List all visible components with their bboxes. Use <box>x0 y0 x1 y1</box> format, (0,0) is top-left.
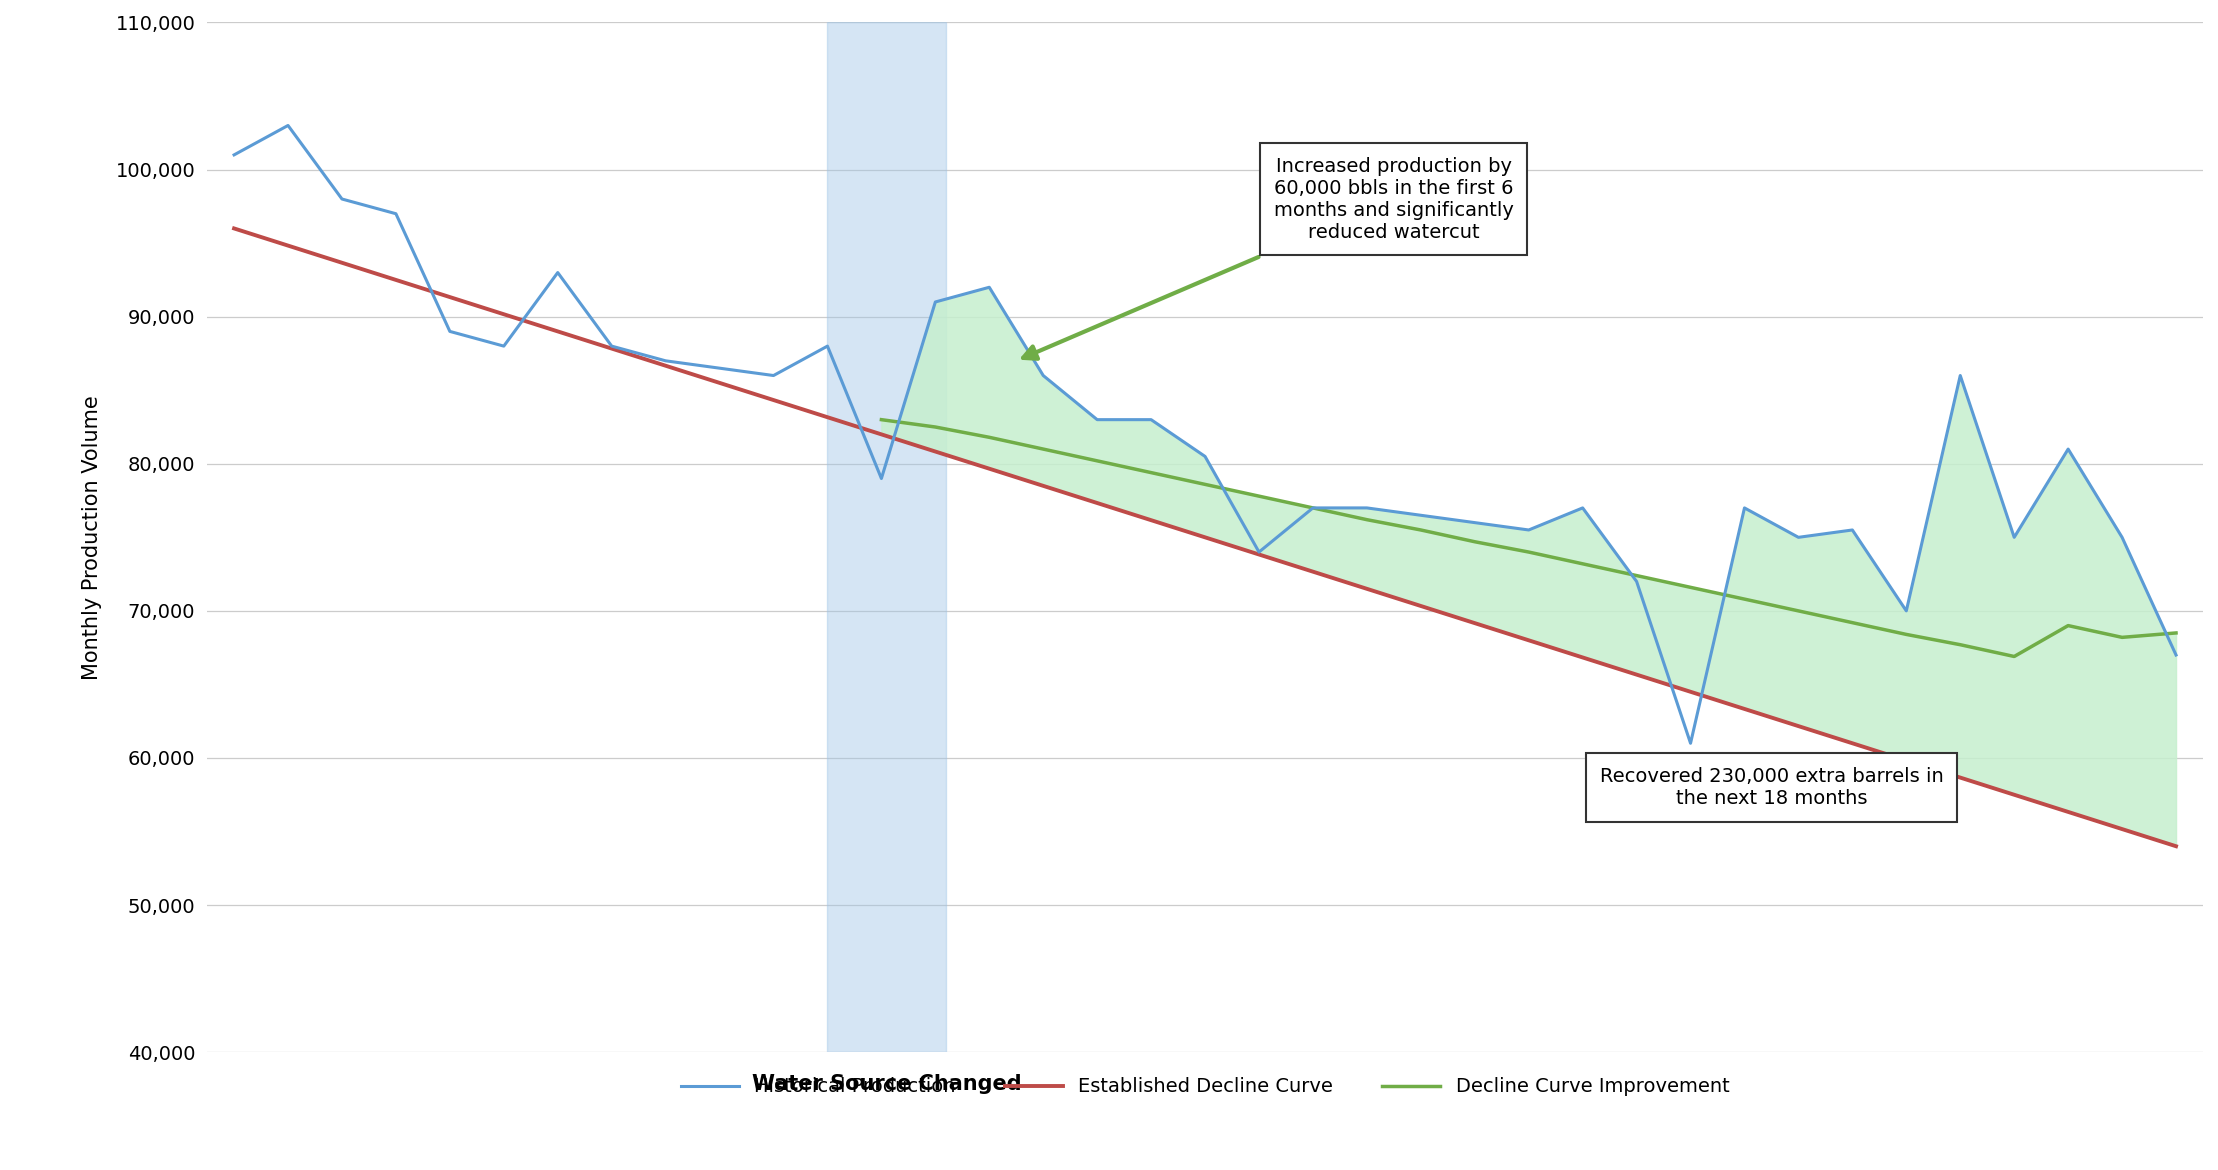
Y-axis label: Monthly Production Volume: Monthly Production Volume <box>82 395 102 680</box>
Legend: Historical Production, Established Decline Curve, Decline Curve Improvement: Historical Production, Established Decli… <box>672 1069 1737 1104</box>
Bar <box>827 22 947 1052</box>
Text: Water Source Changed: Water Source Changed <box>752 1074 1022 1094</box>
Text: Increased production by
60,000 bbls in the first 6
months and significantly
redu: Increased production by 60,000 bbls in t… <box>1022 157 1515 359</box>
Text: Recovered 230,000 extra barrels in
the next 18 months: Recovered 230,000 extra barrels in the n… <box>1599 766 1943 808</box>
